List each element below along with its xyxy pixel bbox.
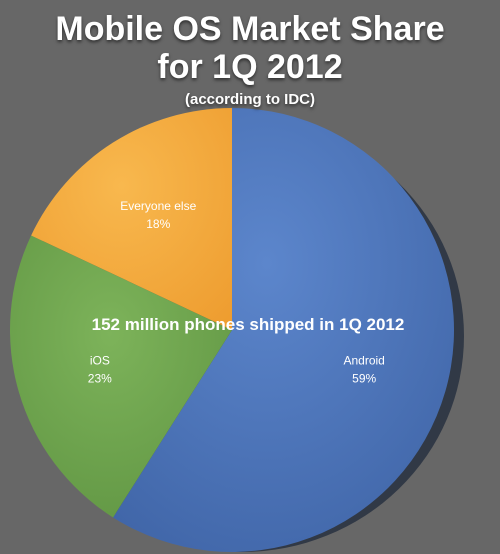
pie-slices [10,108,454,552]
pie-labels: Android 59% iOS 23% Everyone else 18% [88,199,385,386]
pie-value-ios: 23% [88,371,112,385]
chart-annotation: 152 million phones shipped in 1Q 2012 [92,315,405,334]
chart-title-line-1: Mobile OS Market Share [55,10,445,48]
pie-label-android: Android [343,353,384,367]
pie-label-ios: iOS [90,353,110,367]
pie-slice-android [113,108,454,552]
chart-subtitle: (according to IDC) [185,91,315,108]
pie-value-android: 59% [352,371,376,385]
chart-title-line-2: for 1Q 2012 [157,48,343,86]
pie-slice-ios [10,235,233,518]
pie-value-everyone-else: 18% [146,217,170,231]
pie-slice-everyone-else [31,108,233,330]
chart-title-block: Mobile OS Market Share for 1Q 2012 (acco… [0,10,500,110]
pie-label-everyone-else: Everyone else [120,199,196,213]
